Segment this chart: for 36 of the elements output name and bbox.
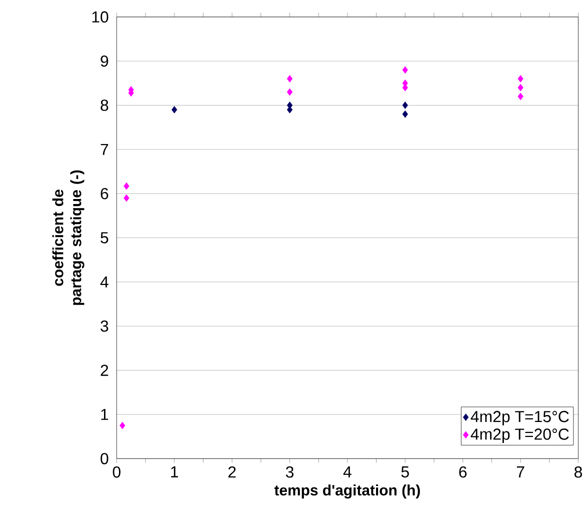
y-tick-label: 1 xyxy=(101,408,108,420)
point xyxy=(172,106,178,114)
x-tick-label: 5 xyxy=(401,466,409,478)
x-tick-label: 4 xyxy=(343,466,352,478)
point xyxy=(120,422,126,429)
y-tick-label: 8 xyxy=(100,99,108,111)
point xyxy=(286,88,293,96)
point xyxy=(402,66,408,74)
y-tick-label: 7 xyxy=(100,144,108,155)
legend-label: 4m2p T=15°C xyxy=(470,410,569,426)
y-tick-label: 4 xyxy=(100,276,108,288)
legend-label: 4m2p T=20°C xyxy=(470,428,569,443)
x-tick-label: 7 xyxy=(516,466,524,478)
y-axis-title: coefficient de partage statique (-) xyxy=(52,170,84,305)
point xyxy=(124,182,130,190)
point xyxy=(286,74,293,82)
point xyxy=(124,194,130,202)
point xyxy=(402,110,408,118)
x-tick-label: 3 xyxy=(286,466,294,478)
x-tick-label: 1 xyxy=(171,466,178,478)
y-tick-label: 2 xyxy=(100,364,108,376)
x-tick-label: 8 xyxy=(574,466,582,478)
point xyxy=(518,84,524,92)
x-tick-label: 0 xyxy=(112,466,120,478)
y-tick-label: 0 xyxy=(100,452,108,464)
y-tick-label: 10 xyxy=(92,11,108,22)
y-tick-label: 3 xyxy=(100,320,108,332)
point xyxy=(518,74,524,82)
y-tick-label: 5 xyxy=(100,232,108,244)
point xyxy=(518,92,524,100)
y-tick-label: 6 xyxy=(100,188,108,200)
point xyxy=(402,101,408,109)
x-tick-label: 2 xyxy=(228,466,236,478)
x-tick-label: 6 xyxy=(459,466,467,478)
y-tick-label: 9 xyxy=(100,55,108,67)
x-axis-title: temps d'agitation (h) xyxy=(274,484,420,498)
